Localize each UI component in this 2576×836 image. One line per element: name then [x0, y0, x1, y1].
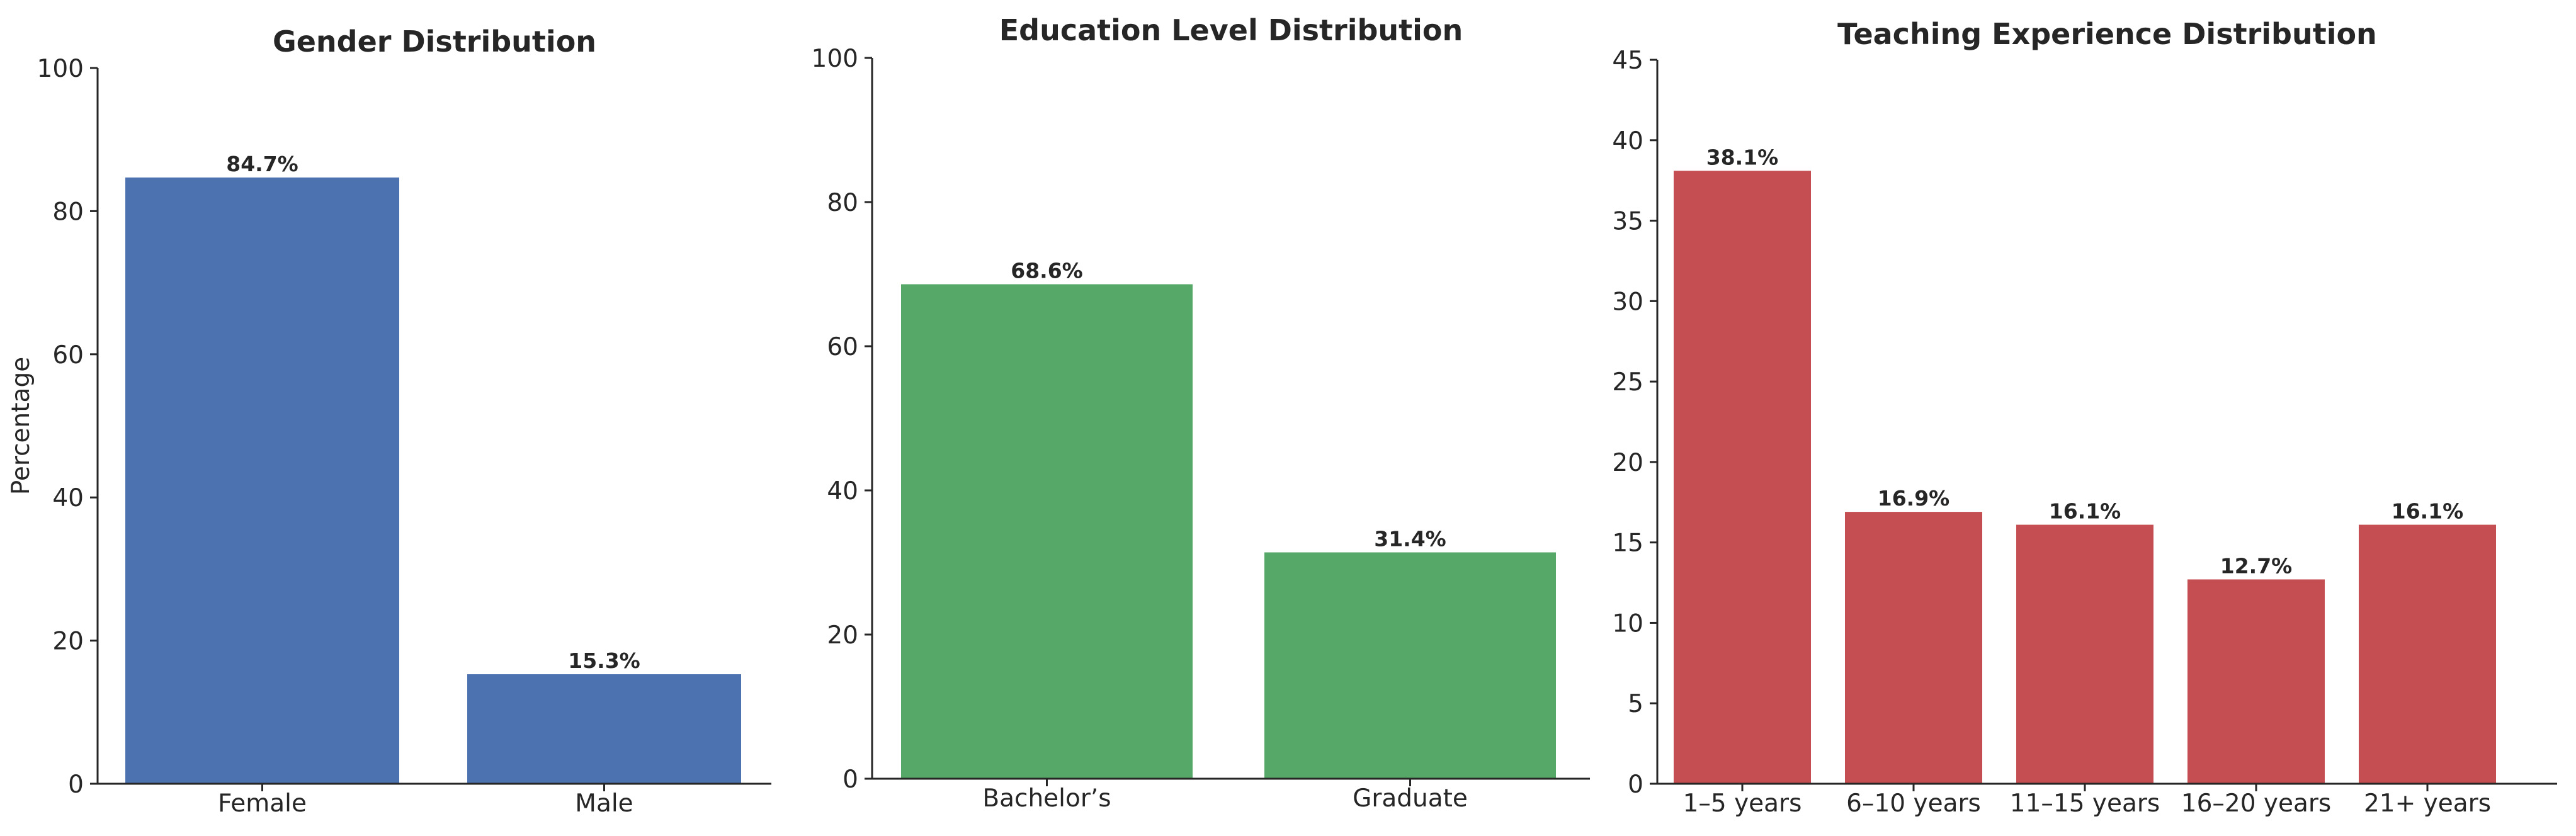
y-tick-label: 100	[37, 55, 84, 83]
bar-value-label: 12.7%	[2220, 553, 2293, 578]
y-tick-label: 80	[827, 189, 858, 217]
x-tick-label: Bachelor’s	[982, 784, 1111, 813]
y-tick-label: 10	[1612, 609, 1643, 638]
y-tick-label: 100	[812, 45, 858, 73]
y-tick-label: 45	[1612, 47, 1643, 75]
bar	[2359, 524, 2496, 784]
bar-value-label: 15.3%	[568, 648, 640, 673]
x-tick-label: 1–5 years	[1683, 789, 1802, 818]
x-tick-label: Graduate	[1353, 784, 1468, 813]
bar	[1264, 552, 1556, 779]
y-axis-label: Percentage	[7, 357, 35, 495]
bar-value-label: 38.1%	[1706, 145, 1779, 169]
chart-title: Gender Distribution	[273, 25, 596, 59]
y-tick-label: 0	[68, 771, 84, 799]
bar	[1845, 512, 1982, 784]
bar-value-label: 84.7%	[226, 152, 298, 176]
x-tick-label: 11–15 years	[2010, 789, 2160, 818]
y-tick-label: 60	[52, 341, 84, 370]
chart-title: Teaching Experience Distribution	[1837, 17, 2377, 51]
chart-panel-3: Teaching Experience Distribution 38.1% 1–5…	[1612, 17, 2557, 818]
y-tick-label: 0	[1628, 771, 1643, 799]
bar	[2187, 579, 2325, 784]
y-tick-label: 80	[52, 198, 84, 226]
chart-title: Education Level Distribution	[999, 13, 1463, 47]
bar	[1674, 171, 1811, 784]
bar	[467, 674, 741, 784]
y-tick-label: 35	[1612, 208, 1643, 236]
chart-panel-2: Education Level Distribution 68.6% Bachelo…	[812, 13, 1590, 813]
bar	[125, 177, 399, 784]
y-tick-label: 0	[843, 765, 858, 794]
y-tick-label: 40	[52, 484, 84, 512]
y-tick-label: 40	[1612, 127, 1643, 155]
x-tick-label: Female	[218, 789, 307, 818]
y-tick-label: 15	[1612, 529, 1643, 558]
y-tick-label: 5	[1628, 690, 1643, 718]
bar-value-label: 16.1%	[2049, 499, 2121, 524]
bar-value-label: 31.4%	[1374, 526, 1446, 551]
x-tick-label: 16–20 years	[2181, 789, 2331, 818]
y-tick-label: 20	[1612, 449, 1643, 477]
x-tick-label: Male	[575, 789, 633, 818]
y-tick-label: 20	[52, 628, 84, 656]
bar	[901, 284, 1193, 779]
bar-value-label: 68.6%	[1011, 259, 1083, 283]
y-tick-label: 30	[1612, 288, 1643, 316]
x-tick-label: 6–10 years	[1846, 789, 1981, 818]
y-tick-label: 40	[827, 477, 858, 506]
y-tick-label: 60	[827, 333, 858, 361]
y-tick-label: 25	[1612, 368, 1643, 397]
bar	[2016, 524, 2153, 784]
y-tick-label: 20	[827, 621, 858, 650]
bar-value-label: 16.1%	[2392, 499, 2464, 524]
x-tick-label: 21+ years	[2364, 789, 2491, 818]
bar-value-label: 16.9%	[1878, 486, 1950, 511]
chart-panel-1: Gender Distribution 84.7% Female 15.3% Male 0…	[7, 25, 771, 818]
